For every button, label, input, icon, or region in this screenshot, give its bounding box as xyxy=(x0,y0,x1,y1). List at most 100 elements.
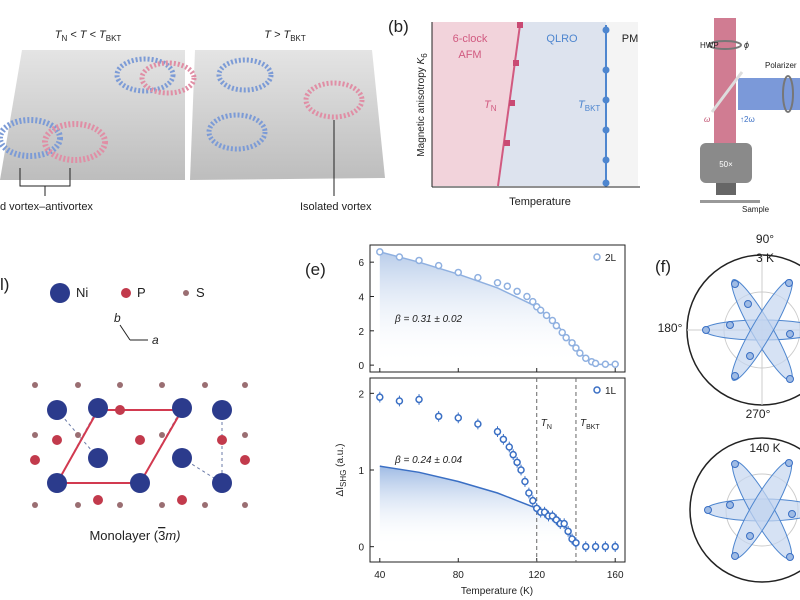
data-point xyxy=(517,466,525,474)
label-part: SHG xyxy=(339,470,348,487)
panel-c: HWP ϕ Polarizer ω ↑2ω 50× Sample xyxy=(700,18,800,214)
polarizer xyxy=(782,75,794,113)
x-axis-label: Temperature (K) xyxy=(461,586,533,597)
marker xyxy=(513,60,519,66)
data-point xyxy=(536,306,545,314)
point xyxy=(746,352,754,360)
atom xyxy=(172,448,192,468)
legend-label: P xyxy=(137,285,146,300)
label-part: T xyxy=(484,99,492,111)
label-part: T xyxy=(541,418,548,429)
data-point xyxy=(474,273,482,282)
data-point xyxy=(552,321,561,330)
atom xyxy=(212,400,232,420)
data-point xyxy=(474,420,482,428)
objective xyxy=(700,143,752,183)
atom xyxy=(130,473,150,493)
antivortex xyxy=(303,80,365,120)
data-point xyxy=(454,414,463,422)
data-point xyxy=(523,292,531,301)
ni-atoms xyxy=(47,398,232,493)
data-point xyxy=(415,395,423,404)
axis-label: a xyxy=(152,333,159,347)
data-point xyxy=(376,248,384,256)
region-label: QLRO xyxy=(546,33,578,45)
atom xyxy=(117,502,123,508)
antivortex xyxy=(139,60,197,96)
marker xyxy=(509,100,515,106)
antivortex xyxy=(42,121,108,163)
point xyxy=(788,510,796,518)
point xyxy=(726,501,734,509)
label: HWP xyxy=(700,41,719,50)
panel-b: (b) 6-clock AFM QLRO PM TN TBKT Magnetic… xyxy=(388,17,640,208)
atom xyxy=(32,502,38,508)
data-point xyxy=(568,339,576,347)
label-part: T xyxy=(578,99,586,111)
label: ↑2ω xyxy=(740,115,755,124)
x-tick-label: 160 xyxy=(607,570,624,581)
data-point xyxy=(376,393,384,401)
region-qlro xyxy=(498,22,606,186)
legend-s xyxy=(183,290,189,296)
atom xyxy=(159,432,165,438)
polar-points xyxy=(702,279,794,383)
point xyxy=(731,460,739,468)
fit-area xyxy=(379,466,576,547)
data-point xyxy=(509,450,517,459)
panel-label: (b) xyxy=(388,17,409,36)
data-point xyxy=(434,412,443,421)
panel-f: (f) 90° 3 K 180° 270° 140 K xyxy=(655,232,800,583)
x-tick-label: 40 xyxy=(374,570,386,581)
data-point xyxy=(560,519,568,528)
marker xyxy=(504,140,510,146)
point xyxy=(702,326,710,334)
polar-petals xyxy=(703,279,800,381)
atom xyxy=(75,382,81,388)
atom xyxy=(135,435,145,445)
data-point xyxy=(434,261,443,270)
axis-label: b xyxy=(114,311,121,325)
legend-label: Ni xyxy=(76,285,88,300)
atom xyxy=(88,398,108,418)
legend-p xyxy=(121,288,131,298)
atom xyxy=(47,473,67,493)
data-point xyxy=(576,349,584,357)
legend-marker xyxy=(593,253,601,261)
caption: Monolayer (3m) xyxy=(89,528,180,543)
label-part: ΔI xyxy=(335,487,346,496)
x-axis-label: Temperature xyxy=(509,196,571,208)
label-part: Magnetic anisotropy xyxy=(416,64,427,156)
surface xyxy=(190,50,385,180)
data-point xyxy=(493,279,502,287)
label: Polarizer xyxy=(765,61,797,70)
point xyxy=(746,532,754,540)
atom xyxy=(242,502,248,508)
atom xyxy=(240,455,250,465)
y-tick-label: 2 xyxy=(358,389,364,400)
caption: d vortex–antivortex xyxy=(0,201,93,213)
sample-stage xyxy=(700,200,760,203)
data-point xyxy=(415,256,423,265)
data-point xyxy=(499,435,508,444)
polar-petals xyxy=(705,460,800,560)
point xyxy=(786,553,794,561)
beam xyxy=(714,18,736,143)
caption: Isolated vortex xyxy=(300,201,372,213)
point xyxy=(744,300,752,308)
y-tick-label: 0 xyxy=(358,361,364,372)
label-part: N xyxy=(547,424,552,431)
label: 50× xyxy=(719,160,733,169)
vortex xyxy=(206,112,268,152)
marker xyxy=(602,26,610,34)
atom xyxy=(212,473,232,493)
caption-part: 3 xyxy=(158,528,165,543)
point xyxy=(731,372,739,380)
data-point xyxy=(503,282,512,290)
data-point xyxy=(582,354,590,363)
data-point xyxy=(582,542,590,551)
data-point xyxy=(513,458,521,467)
data-point xyxy=(395,253,404,261)
plot-frame xyxy=(369,244,626,373)
